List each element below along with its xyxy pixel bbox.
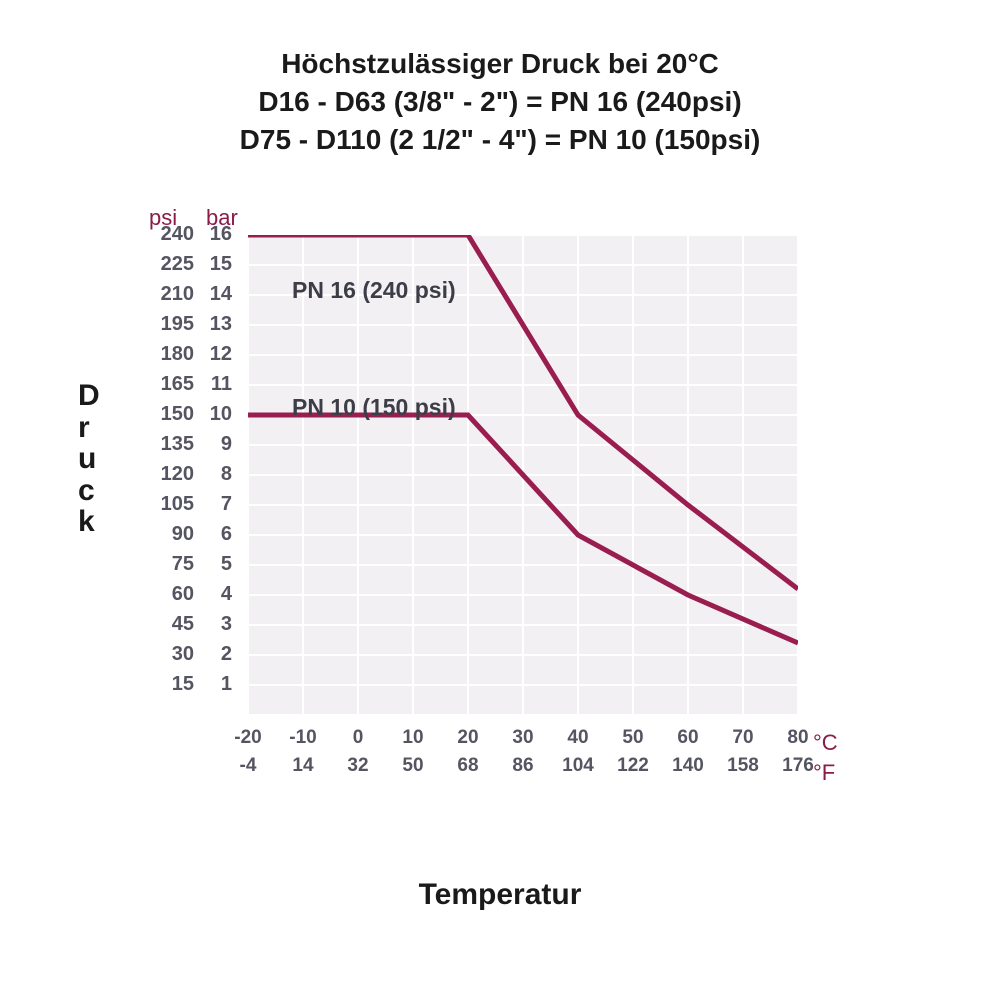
plot-area: PN 16 (240 psi) PN 10 (150 psi)	[248, 235, 798, 715]
x-tick: 60140	[663, 727, 713, 777]
x-tick: 032	[333, 727, 383, 777]
fahrenheit-unit: °F	[813, 760, 835, 786]
y-tick: 1057	[148, 493, 232, 516]
y-axis-label: Druck	[78, 380, 100, 538]
y-tick: 15010	[148, 403, 232, 426]
x-tick: 40104	[553, 727, 603, 777]
y-tick: 16511	[148, 373, 232, 396]
y-tick: 1208	[148, 463, 232, 486]
x-tick: 70158	[718, 727, 768, 777]
x-tick: -1014	[278, 727, 328, 777]
y-tick: 755	[148, 553, 232, 576]
pressure-temperature-chart: psi bar PN 16 (240 psi)PN 10 (150 psi) 2…	[148, 205, 908, 835]
title-line-3: D75 - D110 (2 1/2" - 4") = PN 10 (150psi…	[0, 121, 1000, 159]
celsius-unit: °C	[813, 730, 838, 756]
title-line-1: Höchstzulässiger Druck bei 20°C	[0, 45, 1000, 83]
y-tick: 604	[148, 583, 232, 606]
plot-svg	[248, 235, 798, 715]
series-label: PN 16 (240 psi)	[292, 277, 456, 304]
y-tick: 302	[148, 643, 232, 666]
x-axis-label: Temperatur	[0, 878, 1000, 912]
y-tick: 1359	[148, 433, 232, 456]
y-tick: 906	[148, 523, 232, 546]
y-tick: 19513	[148, 313, 232, 336]
title-line-2: D16 - D63 (3/8" - 2") = PN 16 (240psi)	[0, 83, 1000, 121]
x-tick: -20-4	[223, 727, 273, 777]
x-tick: 2068	[443, 727, 493, 777]
y-tick: 453	[148, 613, 232, 636]
x-tick: 3086	[498, 727, 548, 777]
y-tick: 18012	[148, 343, 232, 366]
series-label: PN 10 (150 psi)	[292, 394, 456, 421]
chart-title: Höchstzulässiger Druck bei 20°C D16 - D6…	[0, 45, 1000, 158]
y-tick: 22515	[148, 253, 232, 276]
y-tick: 21014	[148, 283, 232, 306]
x-tick: 1050	[388, 727, 438, 777]
y-tick: 24016	[148, 223, 232, 246]
x-tick: 50122	[608, 727, 658, 777]
y-tick: 151	[148, 673, 232, 696]
